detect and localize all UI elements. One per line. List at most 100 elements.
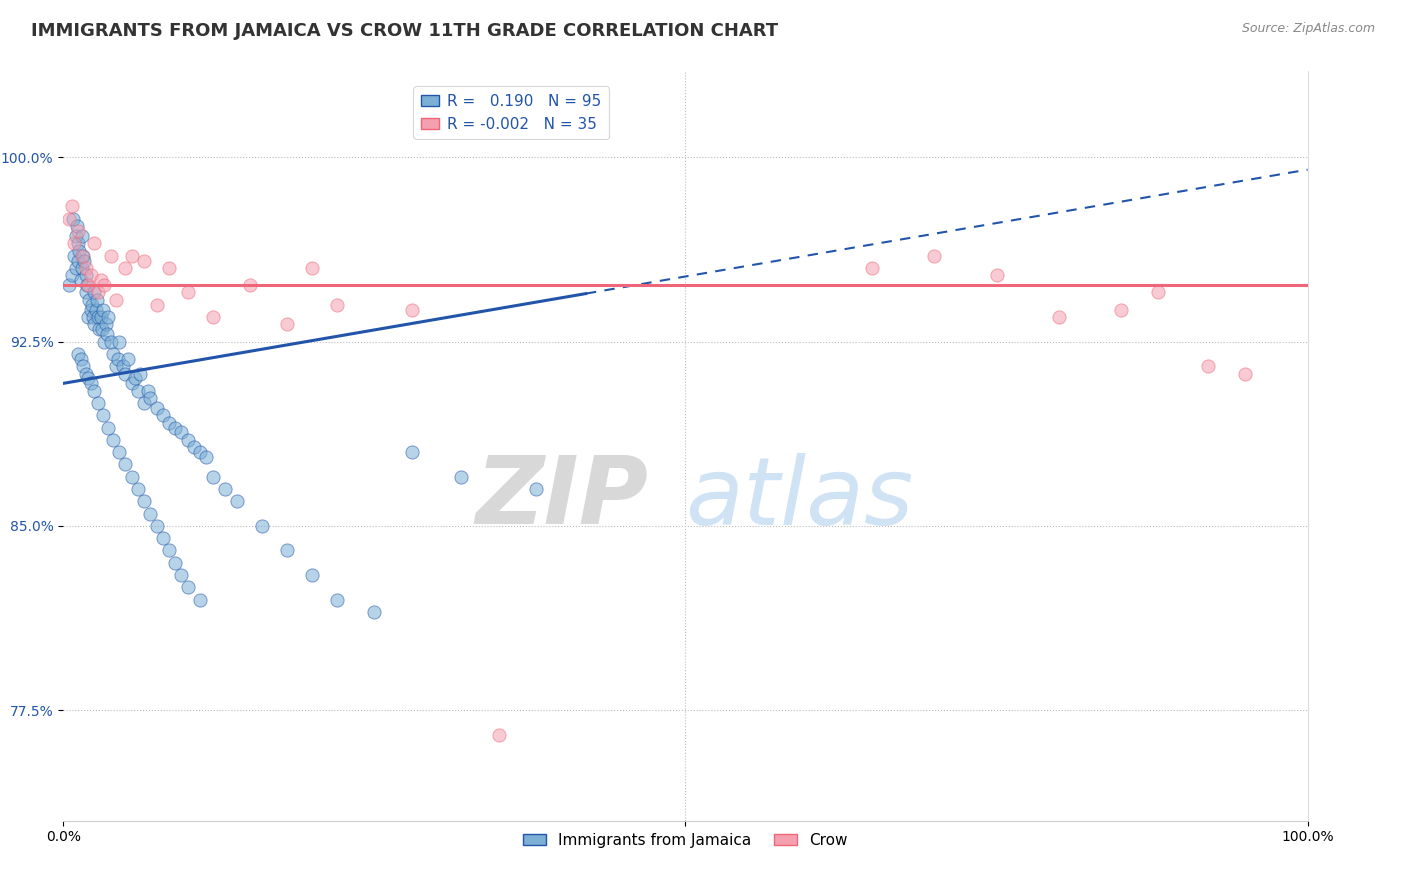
Point — [90, 310, 112, 324]
Point — [114, 260, 136, 275]
Point — [67, 253, 90, 268]
Point — [69, 244, 91, 258]
Point — [145, 401, 167, 415]
Text: atlas: atlas — [686, 453, 914, 544]
Point — [401, 445, 423, 459]
Point — [121, 249, 143, 263]
Point — [65, 229, 87, 244]
Point — [201, 310, 224, 324]
Point — [326, 298, 349, 312]
Point — [226, 494, 249, 508]
Point — [117, 351, 139, 366]
Point — [129, 367, 152, 381]
Point — [101, 347, 124, 361]
Point — [100, 334, 122, 349]
Point — [276, 318, 298, 332]
Point — [91, 302, 114, 317]
Point — [152, 531, 174, 545]
Point — [70, 229, 93, 244]
Point — [165, 420, 187, 434]
Point — [58, 278, 80, 293]
Point — [87, 285, 110, 300]
Point — [252, 519, 274, 533]
Point — [67, 236, 90, 251]
Point — [127, 384, 149, 398]
Point — [104, 359, 127, 373]
Point — [524, 482, 547, 496]
Point — [301, 260, 323, 275]
Point — [139, 391, 162, 405]
Point — [83, 384, 105, 398]
Point — [188, 445, 211, 459]
Point — [70, 260, 93, 275]
Point — [79, 376, 101, 391]
Point — [239, 278, 262, 293]
Point — [139, 507, 162, 521]
Point — [177, 580, 200, 594]
Point — [77, 310, 100, 324]
Point — [111, 359, 134, 373]
Point — [177, 433, 200, 447]
Point — [79, 293, 101, 307]
Point — [108, 445, 131, 459]
Point — [157, 416, 180, 430]
Point — [201, 469, 224, 483]
Point — [101, 433, 124, 447]
Point — [72, 359, 94, 373]
Point — [1109, 302, 1132, 317]
Point — [152, 409, 174, 423]
Point — [63, 249, 86, 263]
Point — [107, 351, 129, 366]
Point — [87, 396, 110, 410]
Point — [214, 482, 236, 496]
Point — [450, 469, 472, 483]
Point — [70, 249, 93, 263]
Point — [195, 450, 218, 464]
Point — [83, 285, 105, 300]
Point — [124, 371, 146, 385]
Point — [87, 310, 110, 324]
Point — [170, 425, 193, 440]
Point — [1147, 285, 1170, 300]
Text: ZIP: ZIP — [475, 452, 648, 544]
Point — [188, 592, 211, 607]
Point — [77, 278, 100, 293]
Point — [165, 556, 187, 570]
Point — [69, 273, 91, 287]
Point — [121, 376, 143, 391]
Point — [67, 347, 90, 361]
Point — [60, 199, 83, 213]
Point — [1234, 367, 1257, 381]
Point — [63, 236, 86, 251]
Point — [79, 268, 101, 283]
Point — [84, 302, 107, 317]
Point — [157, 260, 180, 275]
Point — [97, 420, 120, 434]
Point — [986, 268, 1008, 283]
Point — [75, 285, 97, 300]
Point — [67, 224, 90, 238]
Point — [363, 605, 385, 619]
Point — [134, 253, 156, 268]
Legend: Immigrants from Jamaica, Crow: Immigrants from Jamaica, Crow — [517, 827, 853, 855]
Point — [86, 293, 108, 307]
Point — [90, 273, 112, 287]
Point — [1197, 359, 1219, 373]
Point — [65, 260, 87, 275]
Point — [145, 298, 167, 312]
Point — [58, 211, 80, 226]
Point — [121, 469, 143, 483]
Point — [83, 236, 105, 251]
Point — [301, 568, 323, 582]
Point — [183, 440, 205, 454]
Text: Source: ZipAtlas.com: Source: ZipAtlas.com — [1241, 22, 1375, 36]
Point — [83, 318, 105, 332]
Point — [134, 494, 156, 508]
Text: IMMIGRANTS FROM JAMAICA VS CROW 11TH GRADE CORRELATION CHART: IMMIGRANTS FROM JAMAICA VS CROW 11TH GRA… — [31, 22, 778, 40]
Point — [1047, 310, 1070, 324]
Point — [924, 249, 946, 263]
Point — [60, 268, 83, 283]
Point — [114, 458, 136, 472]
Point — [77, 371, 100, 385]
Point — [488, 728, 510, 742]
